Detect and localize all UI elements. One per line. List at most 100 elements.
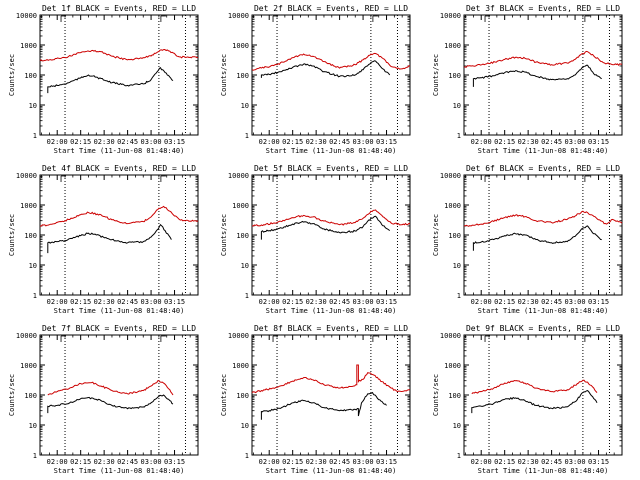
marker-bracket	[272, 335, 279, 342]
x-tick-label: 02:15	[70, 458, 91, 466]
x-tick-label: 02:15	[494, 138, 515, 146]
chart-title: Det 6f BLACK = Events, RED = LLD	[466, 164, 620, 173]
x-tick-label: 03:15	[164, 298, 185, 306]
marker-bracket	[584, 175, 590, 182]
x-tick-label: 03:15	[588, 298, 609, 306]
x-axis-label: Start Time (11-Jun-08 01:48:40)	[478, 467, 609, 475]
plot-frame	[463, 14, 623, 136]
x-tick-label: 02:15	[494, 298, 515, 306]
y-tick-label: 100	[236, 72, 249, 80]
y-tick-label: 1000	[20, 42, 37, 50]
y-tick-label: 100	[24, 392, 37, 400]
y-tick-label: 1	[245, 452, 249, 460]
x-tick-label: 03:15	[588, 458, 609, 466]
x-tick-label: 03:00	[565, 298, 586, 306]
y-axis-label: Counts/sec	[220, 374, 228, 416]
y-tick-label: 10000	[16, 12, 37, 20]
y-tick-label: 10000	[440, 12, 461, 20]
marker-bracket	[372, 175, 378, 182]
marker-bracket	[584, 335, 590, 342]
chart-panel-1: Det 1f BLACK = Events, RED = LLD 1 10 100 10…	[8, 4, 199, 155]
x-tick-label: 02:15	[494, 458, 515, 466]
x-tick-label: 02:45	[117, 458, 138, 466]
y-tick-label: 1	[245, 292, 249, 300]
series-line-events	[472, 225, 602, 251]
chart-panel-4: Det 4f BLACK = Events, RED = LLD 1 10 100 10…	[8, 164, 199, 315]
chart-title: Det 3f BLACK = Events, RED = LLD	[466, 4, 620, 13]
chart-panel-8: Det 8f BLACK = Events, RED = LLD 1 10 100 10…	[220, 324, 411, 475]
series-line-lld	[471, 379, 598, 395]
chart-title: Det 4f BLACK = Events, RED = LLD	[42, 164, 196, 173]
marker-bracket	[60, 175, 67, 182]
series-line-events	[260, 60, 391, 78]
x-tick-label: 03:15	[164, 458, 185, 466]
x-tick-label: 03:15	[588, 138, 609, 146]
y-tick-label: 10	[29, 262, 37, 270]
x-tick-label: 03:15	[376, 138, 397, 146]
x-tick-label: 02:00	[47, 458, 68, 466]
x-tick-label: 03:00	[353, 138, 374, 146]
chart-panel-5: Det 5f BLACK = Events, RED = LLD 1 10 100 10…	[220, 164, 411, 315]
series-line-lld	[39, 48, 199, 62]
x-tick-label: 02:30	[306, 138, 327, 146]
y-tick-label: 10	[453, 262, 461, 270]
chart-panel-6: Det 6f BLACK = Events, RED = LLD 1 10 100 10…	[432, 164, 623, 315]
y-tick-label: 1	[33, 452, 37, 460]
y-tick-label: 10000	[228, 332, 249, 340]
marker-bracket	[160, 175, 166, 182]
chart-panel-3: Det 3f BLACK = Events, RED = LLD 1 10 100 10…	[432, 4, 623, 155]
series-line-lld	[251, 209, 411, 227]
y-tick-label: 1000	[444, 42, 461, 50]
x-axis-label: Start Time (11-Jun-08 01:48:40)	[478, 147, 609, 155]
y-tick-label: 10	[29, 422, 37, 430]
marker-bracket	[372, 335, 378, 342]
y-tick-label: 10	[241, 102, 249, 110]
y-axis-label: Counts/sec	[220, 214, 228, 256]
x-tick-label: 02:30	[518, 458, 539, 466]
y-tick-label: 1	[33, 292, 37, 300]
marker-bracket	[584, 15, 590, 22]
x-tick-label: 03:15	[164, 138, 185, 146]
x-tick-label: 02:45	[329, 138, 350, 146]
y-tick-label: 10000	[440, 172, 461, 180]
x-tick-label: 02:30	[306, 458, 327, 466]
x-tick-label: 02:15	[70, 298, 91, 306]
y-axis-label: Counts/sec	[8, 54, 16, 96]
series-line-events	[472, 64, 602, 87]
x-tick-label: 02:00	[259, 458, 280, 466]
series-line-lld	[47, 380, 174, 396]
y-tick-label: 10000	[228, 12, 249, 20]
x-tick-label: 02:00	[47, 298, 68, 306]
y-tick-label: 100	[24, 232, 37, 240]
series-line-events	[260, 215, 391, 240]
chart-panel-2: Det 2f BLACK = Events, RED = LLD 1 10 100 10…	[220, 4, 411, 155]
x-tick-label: 02:45	[329, 458, 350, 466]
x-axis-label: Start Time (11-Jun-08 01:48:40)	[266, 147, 397, 155]
chart-title: Det 9f BLACK = Events, RED = LLD	[466, 324, 620, 333]
x-tick-label: 02:30	[94, 138, 115, 146]
chart-panel-9: Det 9f BLACK = Events, RED = LLD 1 10 100 10…	[432, 324, 623, 475]
x-tick-label: 02:15	[282, 458, 303, 466]
x-tick-label: 03:00	[565, 138, 586, 146]
y-tick-label: 100	[448, 232, 461, 240]
marker-bracket	[372, 15, 378, 22]
plot-frame	[39, 334, 199, 456]
marker-bracket	[484, 15, 491, 22]
y-tick-label: 100	[448, 392, 461, 400]
x-tick-label: 02:15	[70, 138, 91, 146]
x-axis-label: Start Time (11-Jun-08 01:48:40)	[478, 307, 609, 315]
series-line-events	[47, 66, 174, 94]
y-tick-label: 1	[457, 132, 461, 140]
plot-frame	[251, 334, 411, 456]
x-tick-label: 02:45	[541, 458, 562, 466]
y-axis-label: Counts/sec	[432, 214, 440, 256]
y-tick-label: 10	[453, 422, 461, 430]
chart-title: Det 2f BLACK = Events, RED = LLD	[254, 4, 408, 13]
marker-bracket	[272, 15, 279, 22]
x-tick-label: 02:00	[471, 298, 492, 306]
y-tick-label: 1000	[20, 362, 37, 370]
x-tick-label: 03:00	[353, 458, 374, 466]
x-tick-label: 02:00	[471, 458, 492, 466]
x-tick-label: 02:45	[541, 138, 562, 146]
y-tick-label: 10	[241, 262, 249, 270]
